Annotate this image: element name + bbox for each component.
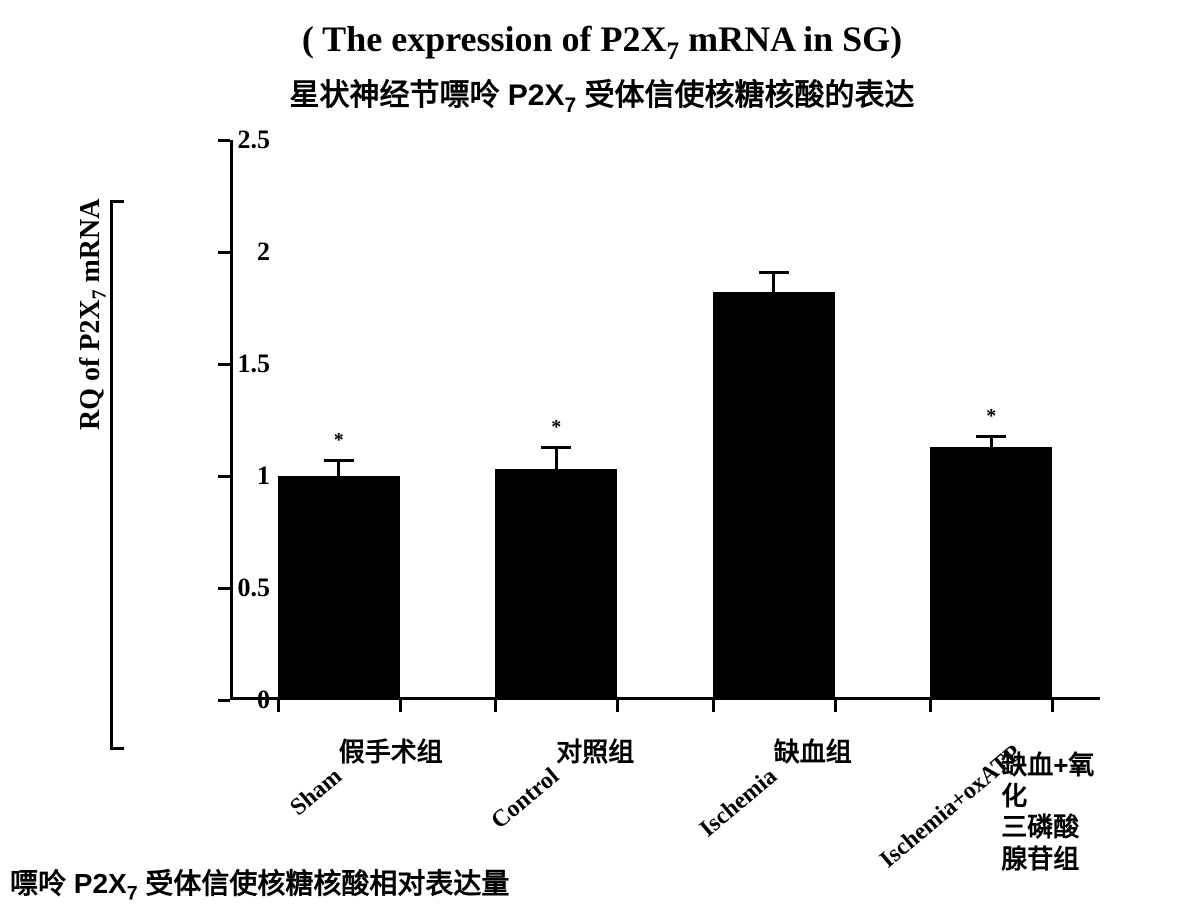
- y-tick-label: 2.5: [190, 125, 270, 155]
- x-label-cn: 缺血+氧化三磷酸腺苷组: [1001, 750, 1100, 875]
- x-tick: [399, 700, 402, 712]
- significance-marker: *: [986, 405, 996, 428]
- significance-marker: *: [334, 429, 344, 452]
- error-bar-cap: [541, 446, 571, 449]
- x-label-en: Ischemia+oxATP: [875, 763, 1000, 874]
- chart-area: 00.511.522.5*Sham假手术组*Control对照组Ischemia…: [180, 120, 1140, 740]
- plot-region: 00.511.522.5*Sham假手术组*Control对照组Ischemia…: [230, 140, 1100, 700]
- y-axis-label-cn: 嘌呤 P2X7 受体信使核糖核酸相对表达量: [10, 862, 509, 906]
- x-tick: [494, 700, 497, 712]
- x-label-cn: 缺血组: [774, 732, 852, 769]
- y-axis-label-en: RQ of P2X7 mRNA: [75, 199, 112, 430]
- y-axis: [230, 140, 233, 700]
- bar: [930, 447, 1052, 700]
- error-bar: [772, 272, 775, 292]
- error-bar-cap: [976, 435, 1006, 438]
- y-tick-label: 0.5: [190, 573, 270, 603]
- y-tick-label: 1.5: [190, 349, 270, 379]
- chart-title-cn: 星状神经节嘌呤 P2X7 受体信使核糖核酸的表达: [0, 70, 1204, 118]
- x-label-en: Sham: [223, 763, 348, 874]
- bar: [713, 292, 835, 700]
- error-bar: [337, 460, 340, 476]
- x-tick: [1051, 700, 1054, 712]
- chart-title-en: ( The expression of P2X7 mRNA in SG): [0, 18, 1204, 66]
- significance-marker: *: [551, 416, 561, 439]
- y-axis-bracket: [110, 200, 113, 750]
- x-tick: [712, 700, 715, 712]
- x-tick: [834, 700, 837, 712]
- y-axis-bracket-top: [110, 200, 124, 203]
- y-axis-bracket-bottom: [110, 747, 124, 750]
- error-bar-cap: [324, 459, 354, 462]
- y-tick-label: 1: [190, 461, 270, 491]
- bar: [278, 476, 400, 700]
- x-tick: [277, 700, 280, 712]
- y-tick-label: 2: [190, 237, 270, 267]
- x-label-cn: 假手术组: [339, 732, 443, 769]
- x-tick: [929, 700, 932, 712]
- bar: [495, 469, 617, 700]
- error-bar: [555, 447, 558, 469]
- x-tick: [616, 700, 619, 712]
- error-bar-cap: [759, 271, 789, 274]
- y-tick-label: 0: [190, 685, 270, 715]
- x-label-en: Ischemia: [658, 763, 783, 874]
- x-label-en: Control: [440, 763, 565, 874]
- x-label-cn: 对照组: [556, 732, 634, 769]
